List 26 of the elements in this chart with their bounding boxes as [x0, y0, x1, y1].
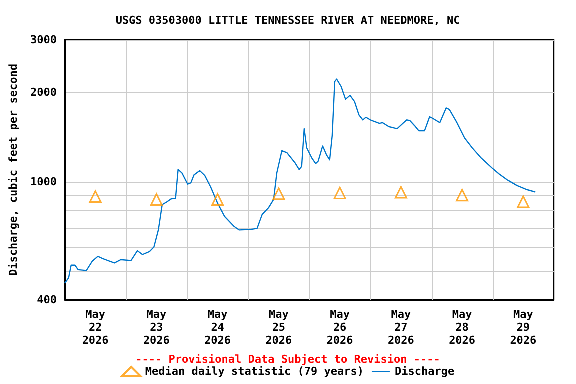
x-tick-label: May 28 2026: [449, 308, 476, 347]
point: [272, 188, 286, 200]
legend-label: Discharge: [394, 365, 455, 378]
x-tick-label: May 23 2026: [143, 308, 170, 347]
legend-label: Median daily statistic (79 years): [145, 365, 364, 378]
point: [334, 186, 346, 200]
x-tick-label: May 25 2026: [266, 308, 293, 347]
point: [150, 193, 163, 206]
text: ---- Provisional Data Subject to Revision ----: [136, 353, 440, 366]
line-series: [64, 78, 536, 284]
x-tick-label: May 24 2026: [204, 308, 232, 347]
point: [394, 186, 408, 199]
x-tick-label: May 26 2026: [326, 308, 354, 347]
x-tick-label: May 29 2026: [510, 308, 538, 347]
x-tick-label: May 27 2026: [388, 308, 415, 347]
point: [517, 196, 530, 208]
point: [212, 193, 224, 206]
y-tick-label: 2000: [30, 86, 57, 99]
y-tick-label: 3000: [30, 34, 57, 46]
chart-title: USGS 03503000 LITTLE TENNESSEE RIVER AT NEEDMORE, NC: [116, 14, 460, 27]
y-tick-label: 1000: [30, 175, 57, 188]
x-tick-label: May 22 2026: [82, 308, 110, 347]
point: [89, 190, 102, 204]
y-tick-label: 400: [37, 294, 57, 306]
y-axis-title: Discharge, cubic feet per second: [7, 64, 20, 276]
point: [456, 189, 469, 202]
